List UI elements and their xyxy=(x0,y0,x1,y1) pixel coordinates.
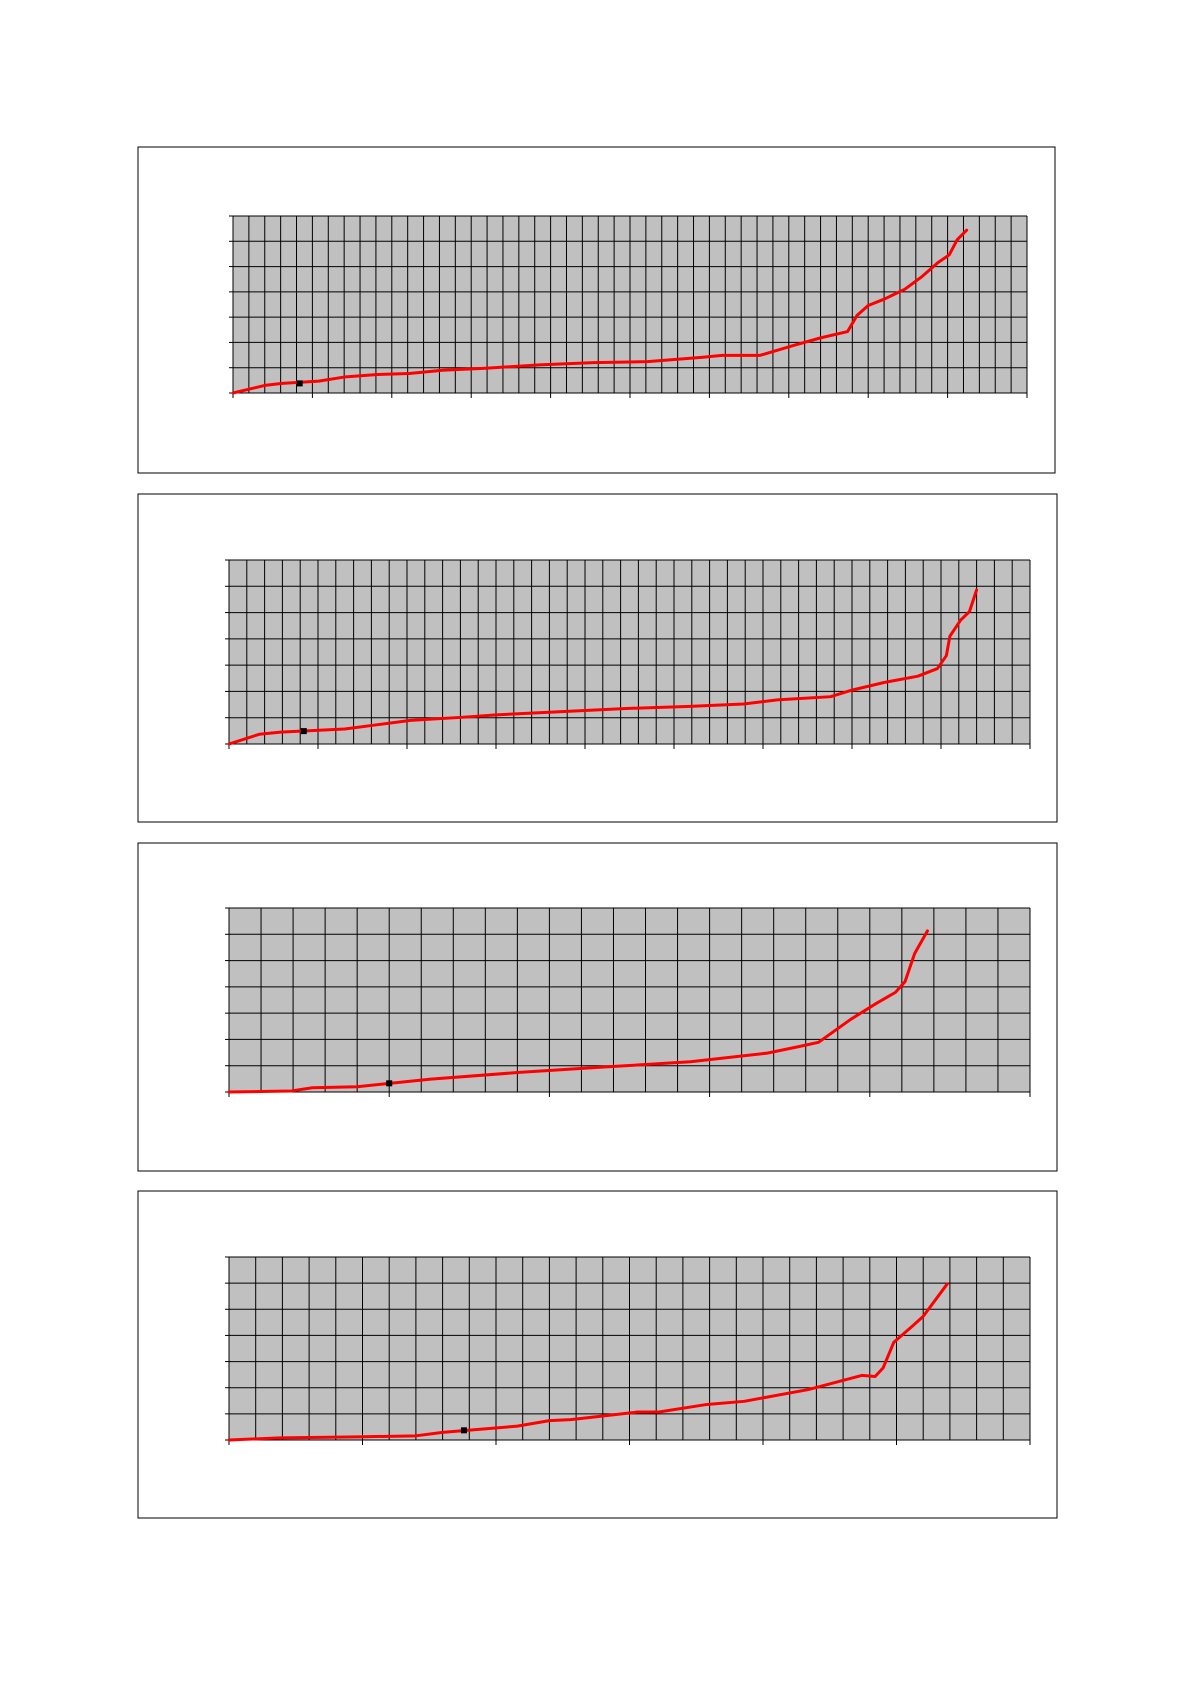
point-marker xyxy=(300,728,307,735)
point-marker xyxy=(296,380,303,387)
plot-area xyxy=(229,908,1030,1092)
point-marker xyxy=(460,1427,467,1434)
data-line xyxy=(227,929,929,1094)
plot-area xyxy=(229,560,1030,744)
data-line xyxy=(231,228,969,395)
data-line xyxy=(227,588,979,746)
point-marker xyxy=(386,1080,393,1087)
data-line xyxy=(227,1282,949,1442)
